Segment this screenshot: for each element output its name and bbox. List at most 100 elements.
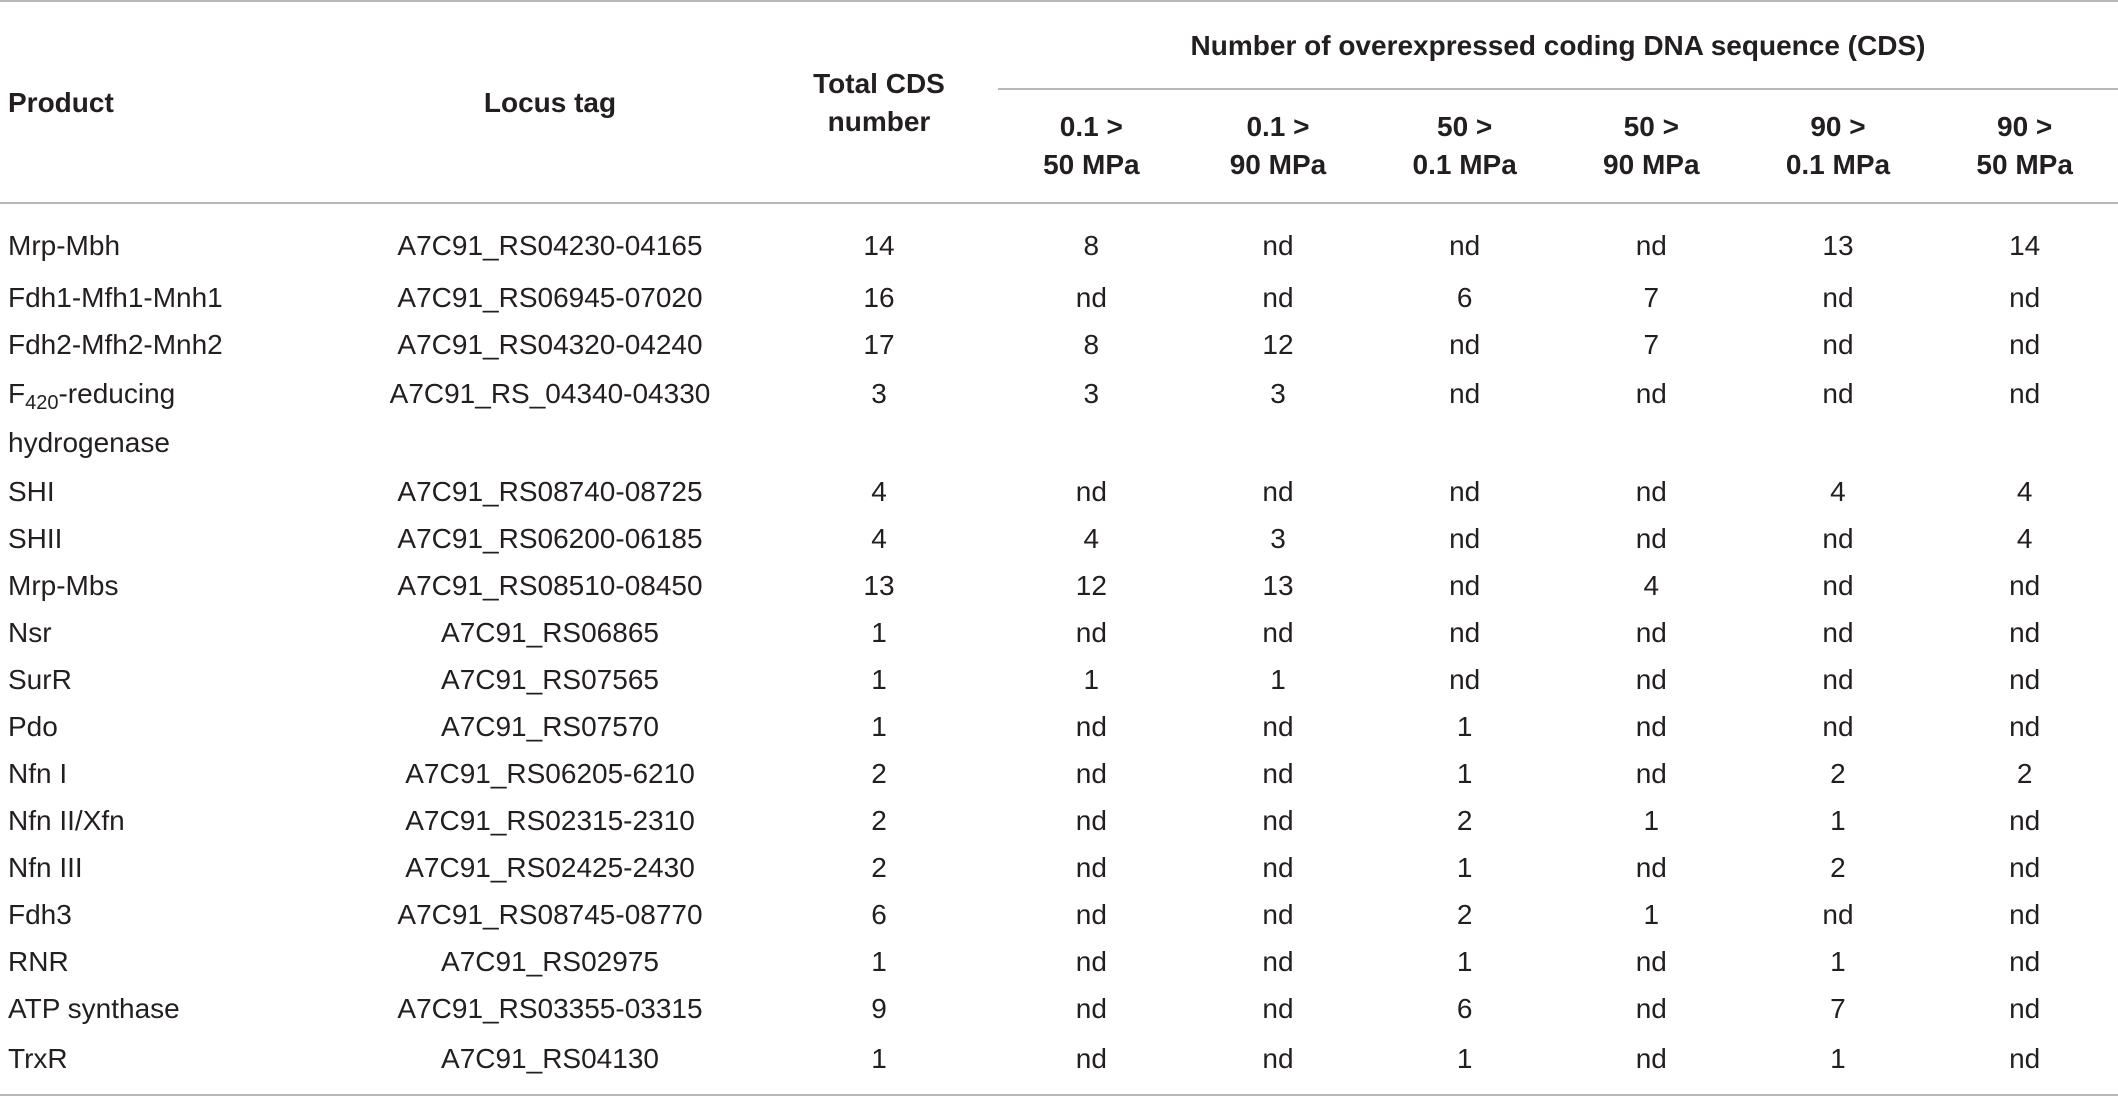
cell-value: 7 bbox=[1830, 992, 1846, 1024]
cell-value: nd bbox=[2009, 616, 2041, 648]
header-total-cds: Total CDS number bbox=[760, 0, 998, 204]
cell-total-cds: 1 bbox=[871, 710, 887, 742]
table-row: Nfn II/Xfn A7C91_RS02315-2310 2 nd nd 2 … bbox=[0, 797, 2118, 844]
header-condition-line2: 90 MPa bbox=[1229, 149, 1327, 180]
cell-value: nd bbox=[1262, 851, 1294, 883]
cell-product: Nsr bbox=[8, 616, 52, 648]
cell-value: 8 bbox=[1083, 230, 1100, 261]
cell-value: nd bbox=[1075, 281, 1107, 313]
cell-total-cds: 4 bbox=[871, 522, 887, 554]
cell-locus-tag: A7C91_RS02425-2430 bbox=[405, 851, 695, 883]
cell-value: 2 bbox=[1456, 804, 1473, 836]
cell-value: 12 bbox=[1262, 328, 1294, 360]
cell-value: nd bbox=[1635, 475, 1667, 507]
cell-value: 4 bbox=[2016, 522, 2033, 554]
header-condition: 0.1 > 50 MPa bbox=[998, 89, 1185, 204]
cell-value: 7 bbox=[1643, 281, 1660, 313]
cell-value: nd bbox=[1075, 616, 1107, 648]
cell-value: nd bbox=[1075, 898, 1107, 930]
cell-value: nd bbox=[1822, 898, 1854, 930]
header-condition-line1: 50 > bbox=[1623, 111, 1679, 142]
cell-value: 1 bbox=[1456, 851, 1473, 883]
cell-value: nd bbox=[2009, 804, 2041, 836]
cell-locus-tag: A7C91_RS06865 bbox=[441, 616, 659, 648]
cell-locus-tag: A7C91_RS06200-06185 bbox=[397, 522, 703, 554]
cell-value: nd bbox=[1635, 378, 1667, 409]
cell-product: Mrp-Mbs bbox=[8, 569, 119, 601]
cell-locus-tag: A7C91_RS06945-07020 bbox=[397, 281, 703, 313]
cell-total-cds: 13 bbox=[863, 569, 895, 601]
cell-value: 1 bbox=[1830, 945, 1846, 977]
cell-value: nd bbox=[2009, 663, 2041, 695]
cell-value: 3 bbox=[1083, 378, 1100, 409]
cell-total-cds: 17 bbox=[863, 328, 895, 360]
cell-value: nd bbox=[2009, 378, 2041, 409]
cell-locus-tag: A7C91_RS04230-04165 bbox=[397, 230, 703, 261]
cell-value: 1 bbox=[1643, 804, 1660, 836]
cell-value: 2 bbox=[2016, 757, 2033, 789]
cell-value: 1 bbox=[1270, 663, 1286, 695]
cell-value: nd bbox=[2009, 569, 2041, 601]
header-group-overexpressed: Number of overexpressed coding DNA seque… bbox=[998, 0, 2118, 90]
cell-value: nd bbox=[1822, 663, 1854, 695]
cell-locus-tag: A7C91_RS07565 bbox=[441, 663, 659, 695]
header-condition-line2: 0.1 MPa bbox=[1785, 149, 1891, 180]
cell-value: nd bbox=[2009, 851, 2041, 883]
cell-value: nd bbox=[1822, 522, 1854, 554]
cell-value: nd bbox=[1262, 804, 1294, 836]
header-condition: 50 > 0.1 MPa bbox=[1371, 89, 1558, 204]
table-row: Fdh1-Mfh1-Mnh1 A7C91_RS06945-07020 16 nd… bbox=[0, 274, 2118, 321]
product-subscript: 420 bbox=[25, 392, 59, 414]
header-condition-line1: 90 > bbox=[1997, 111, 2053, 142]
cell-value: 4 bbox=[1643, 569, 1660, 601]
table-row: F420-reducing hydrogenase A7C91_RS_04340-… bbox=[0, 368, 2118, 468]
cell-value: nd bbox=[1635, 992, 1667, 1024]
cell-value: 12 bbox=[1075, 569, 1107, 601]
cell-value: 1 bbox=[1744, 1032, 1932, 1096]
header-condition-line1: 50 > bbox=[1437, 111, 1493, 142]
cell-total-cds: 2 bbox=[871, 851, 887, 883]
cell-value: nd bbox=[1635, 851, 1667, 883]
cell-value: nd bbox=[1822, 710, 1854, 742]
cell-value: nd bbox=[2009, 945, 2041, 977]
table-row: Fdh3 A7C91_RS08745-08770 6 nd nd 2 1 nd … bbox=[0, 891, 2118, 938]
cell-value: nd bbox=[1822, 378, 1854, 409]
cell-value: nd bbox=[1822, 328, 1854, 360]
cell-value: 6 bbox=[1456, 992, 1473, 1024]
cell-value: nd bbox=[1075, 992, 1107, 1024]
header-condition-line1: 90 > bbox=[1810, 111, 1866, 142]
cell-value: 1 bbox=[1830, 804, 1846, 836]
cell-value: nd bbox=[1262, 992, 1294, 1024]
cell-value: nd bbox=[1262, 475, 1294, 507]
cell-product: Nfn I bbox=[8, 757, 68, 789]
cell-product: ATP synthase bbox=[8, 992, 180, 1024]
cell-value: nd bbox=[1075, 757, 1107, 789]
cell-value: 8 bbox=[1083, 328, 1100, 360]
table-row: RNR A7C91_RS02975 1 nd nd 1 nd 1 nd bbox=[0, 938, 2118, 985]
cell-locus-tag: A7C91_RS03355-03315 bbox=[397, 992, 703, 1024]
cell-value: nd bbox=[1262, 945, 1294, 977]
cell-value: 13 bbox=[1822, 230, 1854, 261]
header-condition: 0.1 > 90 MPa bbox=[1184, 89, 1372, 204]
cell-value: nd bbox=[1184, 1032, 1372, 1096]
header-condition-line2: 0.1 MPa bbox=[1412, 149, 1517, 180]
header-condition-line1: 0.1 > bbox=[1246, 111, 1310, 142]
cell-product: RNR bbox=[8, 945, 69, 977]
cell-value: nd bbox=[998, 1032, 1185, 1096]
cell-value: 4 bbox=[1083, 522, 1100, 554]
cell-value: 2 bbox=[1830, 851, 1846, 883]
cell-total-cds: 16 bbox=[863, 281, 895, 313]
cell-value: nd bbox=[1449, 230, 1481, 261]
cell-value: 1 bbox=[1083, 663, 1100, 695]
cell-locus-tag: A7C91_RS04130 bbox=[340, 1032, 760, 1096]
cell-value: nd bbox=[1449, 616, 1481, 648]
cell-total-cds: 1 bbox=[871, 945, 887, 977]
table-row: SHI A7C91_RS08740-08725 4 nd nd nd nd 4 … bbox=[0, 468, 2118, 515]
product-line2: hydrogenase bbox=[8, 427, 170, 458]
header-total-cds-line1: Total CDS bbox=[813, 67, 945, 99]
cell-value: nd bbox=[2009, 328, 2041, 360]
cell-value: nd bbox=[1449, 569, 1481, 601]
cell-value: nd bbox=[1262, 281, 1294, 313]
cell-value: nd bbox=[1635, 230, 1667, 261]
